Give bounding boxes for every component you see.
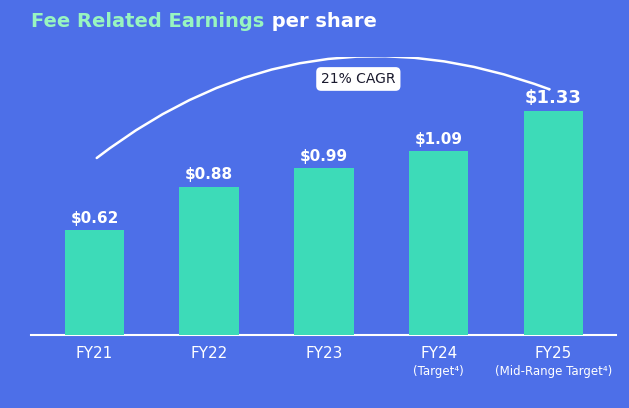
- Bar: [409, 151, 469, 335]
- Bar: [65, 230, 125, 335]
- FancyArrowPatch shape: [97, 56, 549, 158]
- Bar: [294, 168, 353, 335]
- Text: $1.09: $1.09: [415, 132, 463, 147]
- Text: 21% CAGR: 21% CAGR: [321, 72, 396, 86]
- Text: (Target⁴): (Target⁴): [413, 365, 464, 378]
- Text: per share: per share: [265, 12, 377, 31]
- Text: $0.88: $0.88: [185, 167, 233, 182]
- Text: (Mid-Range Target⁴): (Mid-Range Target⁴): [495, 365, 612, 378]
- Text: Fee Related Earnings: Fee Related Earnings: [31, 12, 265, 31]
- Bar: [179, 186, 239, 335]
- Text: $1.33: $1.33: [525, 89, 582, 107]
- Bar: [523, 111, 583, 335]
- Text: $0.99: $0.99: [300, 149, 348, 164]
- Text: $0.62: $0.62: [70, 211, 119, 226]
